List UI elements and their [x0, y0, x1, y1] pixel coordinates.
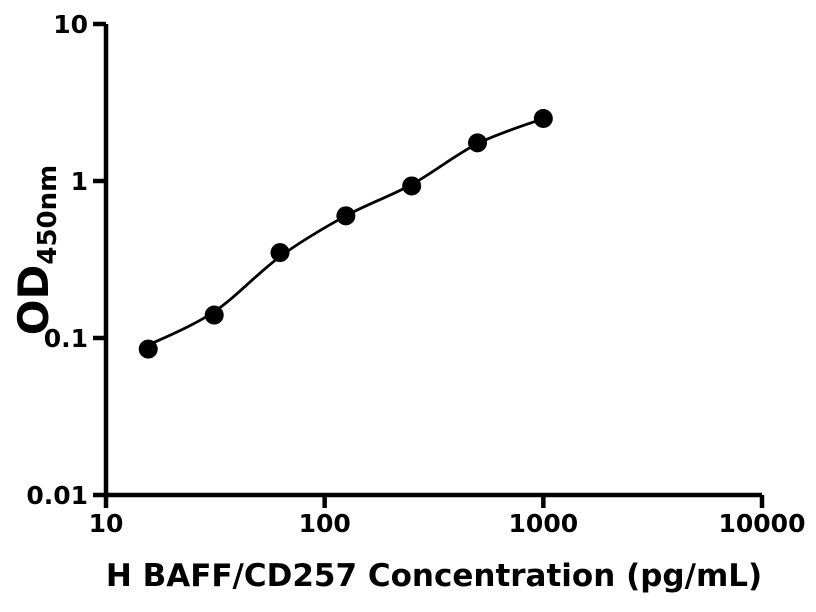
data-point [336, 206, 356, 226]
data-point [402, 176, 422, 196]
x-tick-label: 100 [299, 509, 351, 538]
data-point [204, 305, 224, 325]
data-points-group [138, 109, 553, 359]
data-point [533, 109, 553, 129]
x-tick-label: 10 [89, 509, 124, 538]
y-axis-label-main: OD [9, 264, 58, 336]
x-axis-label: H BAFF/CD257 Concentration (pg/mL) [105, 558, 763, 594]
y-tick-label: 1 [71, 167, 88, 196]
x-tick-label: 10000 [719, 509, 806, 538]
data-point [468, 133, 488, 153]
data-point [270, 243, 290, 263]
axes-group [93, 21, 765, 508]
y-tick-label: 0.01 [26, 481, 88, 510]
y-axis-label: OD450nm [9, 165, 63, 335]
tick-labels-group: 0.01 0.1 1 10 10 100 1000 10000 [26, 10, 805, 538]
y-axis-label-subscript: 450nm [33, 164, 63, 265]
x-tick-label: 1000 [509, 509, 579, 538]
data-point [138, 339, 158, 359]
y-tick-label: 10 [53, 10, 88, 39]
y-tick-label: 0.1 [44, 324, 88, 353]
